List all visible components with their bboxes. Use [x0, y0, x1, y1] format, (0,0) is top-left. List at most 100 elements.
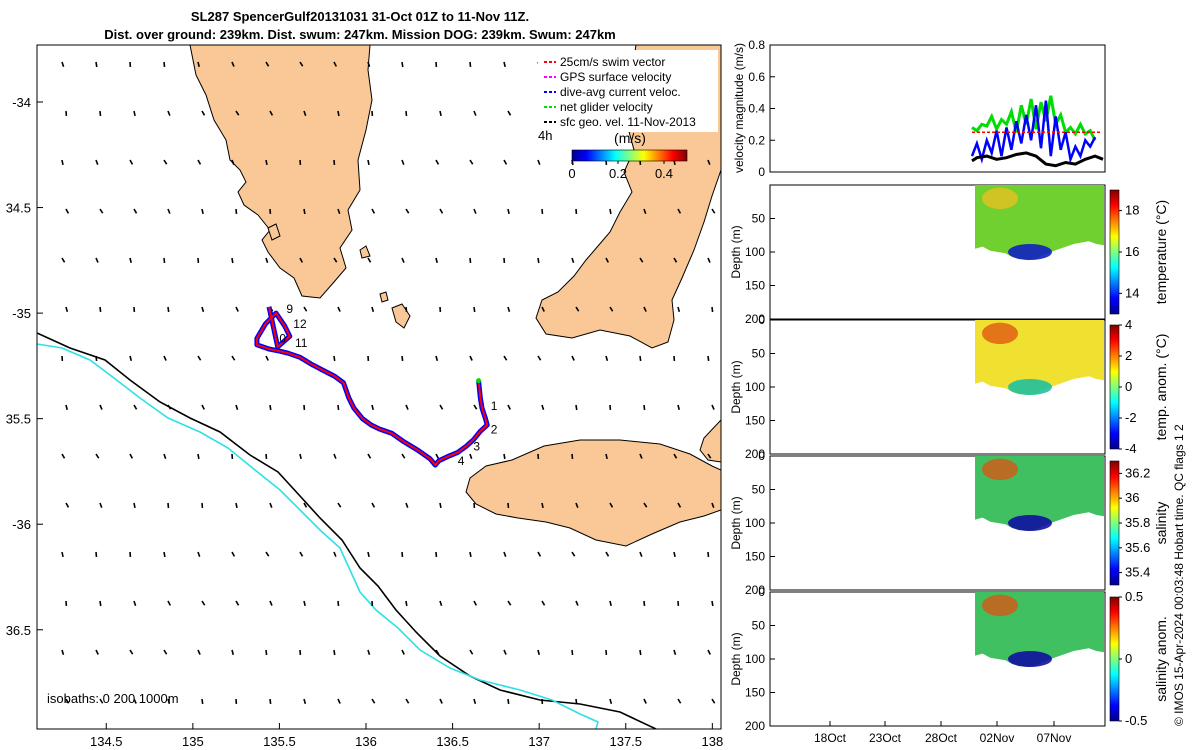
depth-tick-label: 150	[745, 550, 765, 564]
waypoint-label: 1	[491, 399, 498, 413]
section-warm-patch	[982, 322, 1018, 345]
current-arrow	[133, 110, 136, 117]
waypoint-label: 12	[293, 317, 307, 331]
map-x-tick-label: 138	[701, 734, 723, 749]
current-arrow	[167, 110, 171, 116]
section-core	[1008, 243, 1052, 261]
current-arrow	[711, 404, 715, 410]
current-arrow	[643, 208, 647, 214]
current-arrow	[469, 257, 472, 264]
map-x-tick-label: 136.5	[436, 734, 469, 749]
current-arrow	[299, 61, 304, 67]
current-arrow	[269, 404, 272, 411]
current-arrow	[507, 698, 510, 705]
current-arrow	[95, 257, 99, 263]
current-arrow	[469, 159, 474, 165]
map-y-tick-label: 34.5	[6, 201, 31, 216]
colorbar-tick-label: -0.5	[1125, 713, 1147, 728]
current-arrow	[129, 355, 133, 362]
current-arrow	[439, 600, 443, 606]
current-arrow	[435, 159, 440, 165]
colorbar-tick-label: 0	[568, 166, 575, 181]
current-arrow	[405, 502, 409, 508]
current-arrow	[133, 698, 137, 704]
land-eyre-peninsula	[189, 45, 373, 299]
current-arrow	[133, 404, 138, 410]
current-arrow	[469, 649, 474, 655]
time-tick-label: 28Oct	[925, 731, 958, 745]
current-arrow	[575, 698, 578, 705]
depth-tick-label: 0	[758, 585, 765, 599]
current-arrow	[99, 306, 102, 313]
velocity-series-line	[971, 151, 1104, 168]
current-arrow	[269, 502, 273, 508]
current-arrow	[677, 404, 681, 411]
current-arrow	[371, 306, 375, 313]
current-arrow	[711, 306, 714, 313]
waypoint-label: 3	[473, 439, 480, 453]
current-arrow	[299, 551, 304, 557]
current-arrow	[537, 257, 540, 264]
current-arrow	[129, 257, 132, 264]
depth-tick-label: 150	[745, 279, 765, 293]
current-arrow	[571, 649, 574, 656]
current-arrow	[367, 257, 372, 263]
current-arrow	[163, 61, 166, 68]
current-arrow	[575, 600, 579, 606]
current-arrow	[367, 61, 371, 68]
current-arrow	[673, 257, 678, 263]
current-arrow	[503, 649, 507, 655]
current-arrow	[371, 208, 376, 214]
depth-tick-label: 150	[745, 686, 765, 700]
current-arrow	[503, 159, 508, 165]
section-colorbar	[1109, 189, 1120, 315]
colorbar-tick-label: 16	[1125, 244, 1139, 259]
colorbar-tick-label: 35.6	[1125, 540, 1150, 555]
current-arrow	[197, 61, 200, 68]
speed-colorbar	[571, 149, 688, 162]
section-colorbar	[1109, 596, 1120, 722]
current-arrow	[299, 453, 302, 460]
current-arrow	[163, 551, 166, 558]
current-arrow	[65, 502, 70, 508]
current-arrow	[571, 551, 576, 557]
depth-tick-label: 50	[752, 212, 766, 226]
current-arrow	[167, 600, 172, 606]
current-arrow	[435, 257, 438, 264]
legend-label: GPS surface velocity	[560, 70, 671, 84]
colorbar-tick-label: 18	[1125, 203, 1139, 218]
current-arrow	[469, 551, 472, 558]
current-arrow	[371, 502, 376, 508]
section-core	[1008, 514, 1052, 532]
current-arrow	[265, 649, 268, 656]
colorbar-tick-label: 35.8	[1125, 515, 1150, 530]
time-tick-label: 02Nov	[980, 731, 1015, 745]
current-arrow	[575, 404, 578, 411]
colorbar-tick-label: 4	[1125, 317, 1132, 332]
section-warm-patch	[982, 187, 1018, 210]
map-frame	[36, 44, 722, 730]
current-arrow	[163, 159, 168, 165]
current-arrow	[503, 551, 507, 557]
current-arrow	[639, 649, 642, 656]
current-arrow	[541, 600, 546, 606]
depth-tick-label: 50	[752, 619, 766, 633]
current-arrow	[201, 404, 205, 410]
current-arrow	[265, 355, 269, 361]
current-arrow	[99, 502, 103, 508]
current-arrow	[197, 649, 201, 655]
colorbar-tick-label: 0	[1125, 651, 1132, 666]
current-arrow	[537, 159, 541, 165]
current-arrow	[541, 306, 545, 312]
current-arrow	[303, 208, 306, 215]
current-arrow	[201, 600, 206, 606]
current-arrow	[201, 698, 204, 705]
depth-tick-label: 200	[745, 312, 765, 326]
legend-label: net glider velocity	[560, 100, 653, 114]
depth-axis-label: Depth (m)	[729, 632, 743, 685]
waypoint-label: 9	[286, 302, 293, 316]
